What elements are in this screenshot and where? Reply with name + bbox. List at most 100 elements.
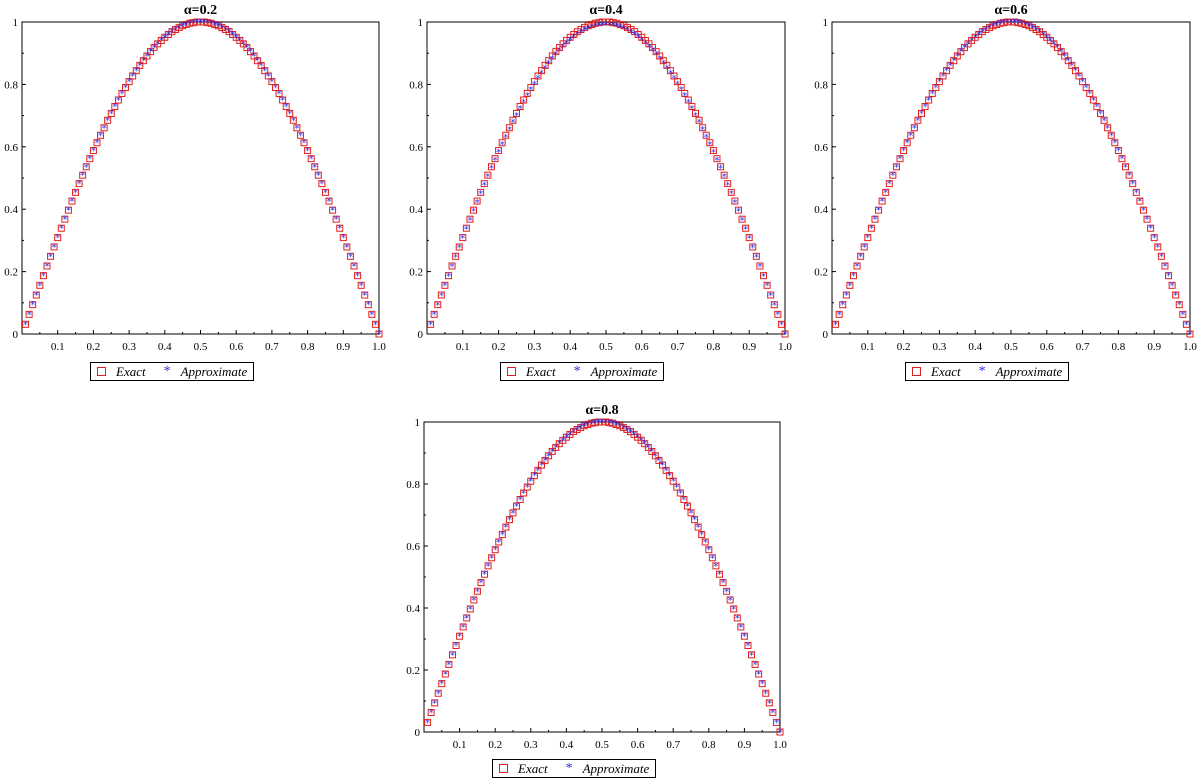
exact-point [839, 301, 847, 309]
exact-point [584, 22, 592, 30]
exact-point [695, 116, 703, 124]
approximate-point: * [478, 189, 483, 200]
approximate-point: * [34, 291, 39, 302]
x-tick-label: 0.7 [666, 739, 680, 751]
exact-point [1071, 67, 1079, 75]
x-tick-label: 1.0 [1183, 341, 1197, 353]
approximate-point: * [1098, 109, 1103, 120]
exact-point [318, 180, 326, 188]
exact-point [701, 538, 709, 546]
exact-point [1157, 252, 1165, 260]
exact-point [914, 116, 922, 124]
approximate-point: * [707, 140, 712, 151]
approximate-point: * [770, 708, 775, 719]
y-tick-label: 0.8 [814, 79, 828, 91]
exact-point [659, 57, 667, 65]
exact-point [175, 24, 183, 32]
exact-point [79, 171, 87, 179]
approximate-point: * [252, 52, 257, 63]
exact-point [676, 489, 684, 497]
approximate-point: * [109, 109, 114, 120]
exact-point [1139, 206, 1147, 214]
approximate-point: * [1055, 43, 1060, 54]
approximate-point: * [745, 641, 750, 652]
exact-point [864, 234, 872, 242]
y-tick-label: 0.8 [4, 79, 18, 91]
exact-point [663, 61, 671, 69]
approximate-point: * [738, 622, 743, 633]
approximate-point: * [330, 206, 335, 217]
approximate-point: * [1137, 197, 1142, 208]
exact-point [673, 483, 681, 491]
approximate-point: * [291, 116, 296, 127]
approximate-point: * [535, 74, 540, 85]
approximate-point: * [742, 632, 747, 643]
approximate-point: * [116, 96, 121, 107]
y-tick-label: 0 [823, 329, 829, 341]
approximate-point: * [578, 423, 583, 434]
exact-point [602, 18, 610, 26]
exact-point [29, 301, 37, 309]
approximate-point: * [521, 488, 526, 499]
approximate-point: * [1037, 27, 1042, 38]
exact-point [459, 623, 467, 631]
exact-point [989, 22, 997, 30]
exact-point [193, 18, 201, 26]
exact-point [495, 538, 503, 546]
chart-svg: α=0.4 0 0.2 0.4 0.6 0.8 1 0.1 0.2 0.3 0.4 0.5 0.6 0.7… [409, 3, 792, 353]
exact-point [591, 19, 599, 27]
exact-point [189, 19, 197, 27]
exact-point [588, 20, 596, 28]
approximate-point: * [714, 155, 719, 166]
exact-point [350, 262, 358, 270]
exact-point [738, 215, 746, 223]
exact-point [1147, 224, 1155, 232]
approximate-point: * [844, 291, 849, 302]
exact-point [1032, 25, 1040, 33]
exact-point [573, 425, 581, 433]
approximate-point: * [457, 632, 462, 643]
approximate-point: * [500, 530, 505, 541]
exact-point [463, 614, 471, 622]
approximate-point: * [660, 461, 665, 472]
approximate-point: * [763, 689, 768, 700]
exact-point [321, 188, 329, 196]
exact-point [733, 614, 741, 622]
approximate-point: * [510, 118, 515, 129]
exact-point [250, 52, 258, 60]
exact-point [1050, 40, 1058, 48]
exact-point [684, 96, 692, 104]
approximate-point: * [443, 670, 448, 681]
x-tick-label: 0.5 [1004, 341, 1018, 353]
approximate-point: * [589, 419, 594, 430]
exact-point [769, 708, 777, 716]
approximate-point: * [69, 197, 74, 208]
exact-point [903, 139, 911, 147]
approximate-point: * [80, 171, 85, 182]
approximate-point: * [740, 216, 745, 227]
approximate-point: * [27, 310, 32, 321]
approximate-point: * [237, 36, 242, 47]
exact-point [1061, 52, 1069, 60]
legend-approximate-label: Approximate [180, 363, 248, 379]
exact-point [502, 131, 510, 139]
exact-point [548, 52, 556, 60]
exact-point [691, 516, 699, 524]
approximate-point: * [905, 138, 910, 149]
exact-point [755, 670, 763, 678]
exact-point [616, 422, 624, 430]
approximate-point: * [847, 281, 852, 292]
exact-point [1025, 22, 1033, 30]
exact-point [186, 19, 194, 27]
exact-point [473, 587, 481, 595]
y-tick-label: 0.4 [4, 204, 18, 216]
approximate-point: * [377, 330, 382, 341]
approximate-point: * [148, 47, 153, 58]
approximate-point: * [557, 46, 562, 57]
exact-point [832, 320, 840, 328]
approximate-point: * [654, 50, 659, 61]
approximate-point: * [747, 234, 752, 245]
exact-point [293, 124, 301, 132]
x-tick-label: 0.9 [1147, 341, 1161, 353]
approximate-point: * [592, 418, 597, 429]
